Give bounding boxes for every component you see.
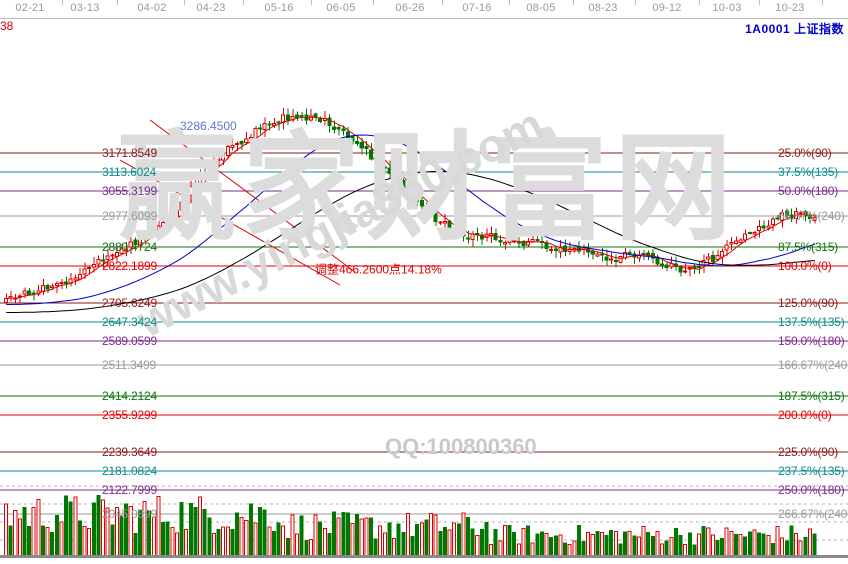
date-tick-08-23: 08-23 bbox=[588, 2, 618, 14]
date-tick-06-26: 06-26 bbox=[395, 2, 425, 14]
level-ratio-label: 25.0%(90) bbox=[778, 146, 832, 160]
ma-long-line bbox=[6, 171, 815, 313]
date-tick-separator bbox=[373, 0, 374, 5]
date-tick-09-12: 09-12 bbox=[652, 2, 682, 14]
level-price-label: 2181.0824 bbox=[102, 464, 157, 478]
level-price-label: 2045.0899 bbox=[102, 507, 157, 521]
date-tick-04-02: 04-02 bbox=[137, 2, 167, 14]
level-price-label: 3055.3199 bbox=[102, 184, 157, 198]
level-ratio-label: 237.5%(135) bbox=[778, 464, 845, 478]
date-tick-03-13: 03-13 bbox=[70, 2, 100, 14]
level-ratio-label: 200.0%(0) bbox=[778, 408, 832, 422]
date-tick-separator bbox=[635, 0, 636, 5]
ma-mid-line bbox=[6, 134, 815, 305]
date-tick-separator bbox=[699, 0, 700, 5]
level-price-label: 2977.6099 bbox=[102, 209, 157, 223]
date-axis: 02-21 03-13 04-02 04-23 05-16 06-05 06-26 07-16… bbox=[0, 0, 848, 19]
level-price-label: 2355.9299 bbox=[102, 408, 157, 422]
date-tick-10-23: 10-23 bbox=[775, 2, 805, 14]
level-ratio-label: 66.67%(240) bbox=[778, 209, 845, 223]
level-price-label: 2414.2124 bbox=[102, 389, 157, 403]
level-price-label: 2589.0599 bbox=[102, 334, 157, 348]
level-price-label: 2705.6249 bbox=[102, 296, 157, 310]
chart-plot-area[interactable] bbox=[0, 19, 848, 564]
date-tick-separator bbox=[243, 0, 244, 5]
level-price-label: 2822.1899 bbox=[102, 259, 157, 273]
level-ratio-label: 225.0%(90) bbox=[778, 445, 839, 459]
chart-canvas bbox=[0, 108, 848, 558]
date-tick-separator bbox=[573, 0, 574, 5]
date-tick-separator bbox=[311, 0, 312, 5]
level-ratio-label: 187.5%(315) bbox=[778, 389, 845, 403]
date-tick-separator bbox=[184, 0, 185, 5]
level-ratio-label: 250.0%(180) bbox=[778, 483, 845, 497]
date-tick-separator bbox=[62, 0, 63, 5]
level-price-label: 2511.3499 bbox=[102, 358, 157, 372]
level-ratio-label: 166.67%(240) bbox=[778, 358, 848, 372]
level-ratio-label: 137.5%(135) bbox=[778, 315, 845, 329]
peak-price-annotation: 3286.4500 bbox=[180, 119, 237, 133]
level-price-label: 3113.6024 bbox=[102, 165, 157, 179]
symbol-title: 1A0001 上证指数 bbox=[745, 22, 844, 36]
date-tick-08-05: 08-05 bbox=[526, 2, 556, 14]
volume-series bbox=[4, 494, 817, 557]
date-tick-separator bbox=[442, 0, 443, 5]
level-ratio-label: 266.67%(240) bbox=[778, 507, 848, 521]
date-tick-06-05: 06-05 bbox=[326, 2, 356, 14]
trend-lines bbox=[119, 119, 356, 286]
level-price-label: 2880.4724 bbox=[102, 240, 157, 254]
level-ratio-label: 37.5%(135) bbox=[778, 165, 839, 179]
level-ratio-label: 100.0%(0) bbox=[778, 259, 832, 273]
ma-short-line bbox=[6, 116, 815, 299]
date-tick-05-16: 05-16 bbox=[264, 2, 294, 14]
date-tick-separator bbox=[117, 0, 118, 5]
level-price-label: 2122.7999 bbox=[102, 483, 157, 497]
candlestick-series bbox=[4, 108, 817, 305]
date-tick-separator bbox=[822, 0, 823, 5]
level-ratio-label: 87.5%(315) bbox=[778, 240, 839, 254]
level-price-label: 2239.3649 bbox=[102, 445, 157, 459]
date-tick-04-23: 04-23 bbox=[196, 2, 226, 14]
adjustment-annotation: 调整466.2600点14.18% bbox=[315, 262, 442, 277]
level-ratio-label: 125.0%(90) bbox=[778, 296, 839, 310]
corner-value-label: 38 bbox=[0, 19, 14, 33]
level-ratio-label: 150.0%(180) bbox=[778, 334, 845, 348]
date-tick-separator bbox=[759, 0, 760, 5]
level-price-label: 3171.8549 bbox=[102, 146, 157, 160]
date-tick-02-21: 02-21 bbox=[15, 2, 45, 14]
level-price-label: 2647.3424 bbox=[102, 315, 157, 329]
date-tick-07-16: 07-16 bbox=[462, 2, 492, 14]
date-tick-separator bbox=[509, 0, 510, 5]
level-ratio-label: 50.0%(180) bbox=[778, 184, 839, 198]
date-tick-10-03: 10-03 bbox=[712, 2, 742, 14]
